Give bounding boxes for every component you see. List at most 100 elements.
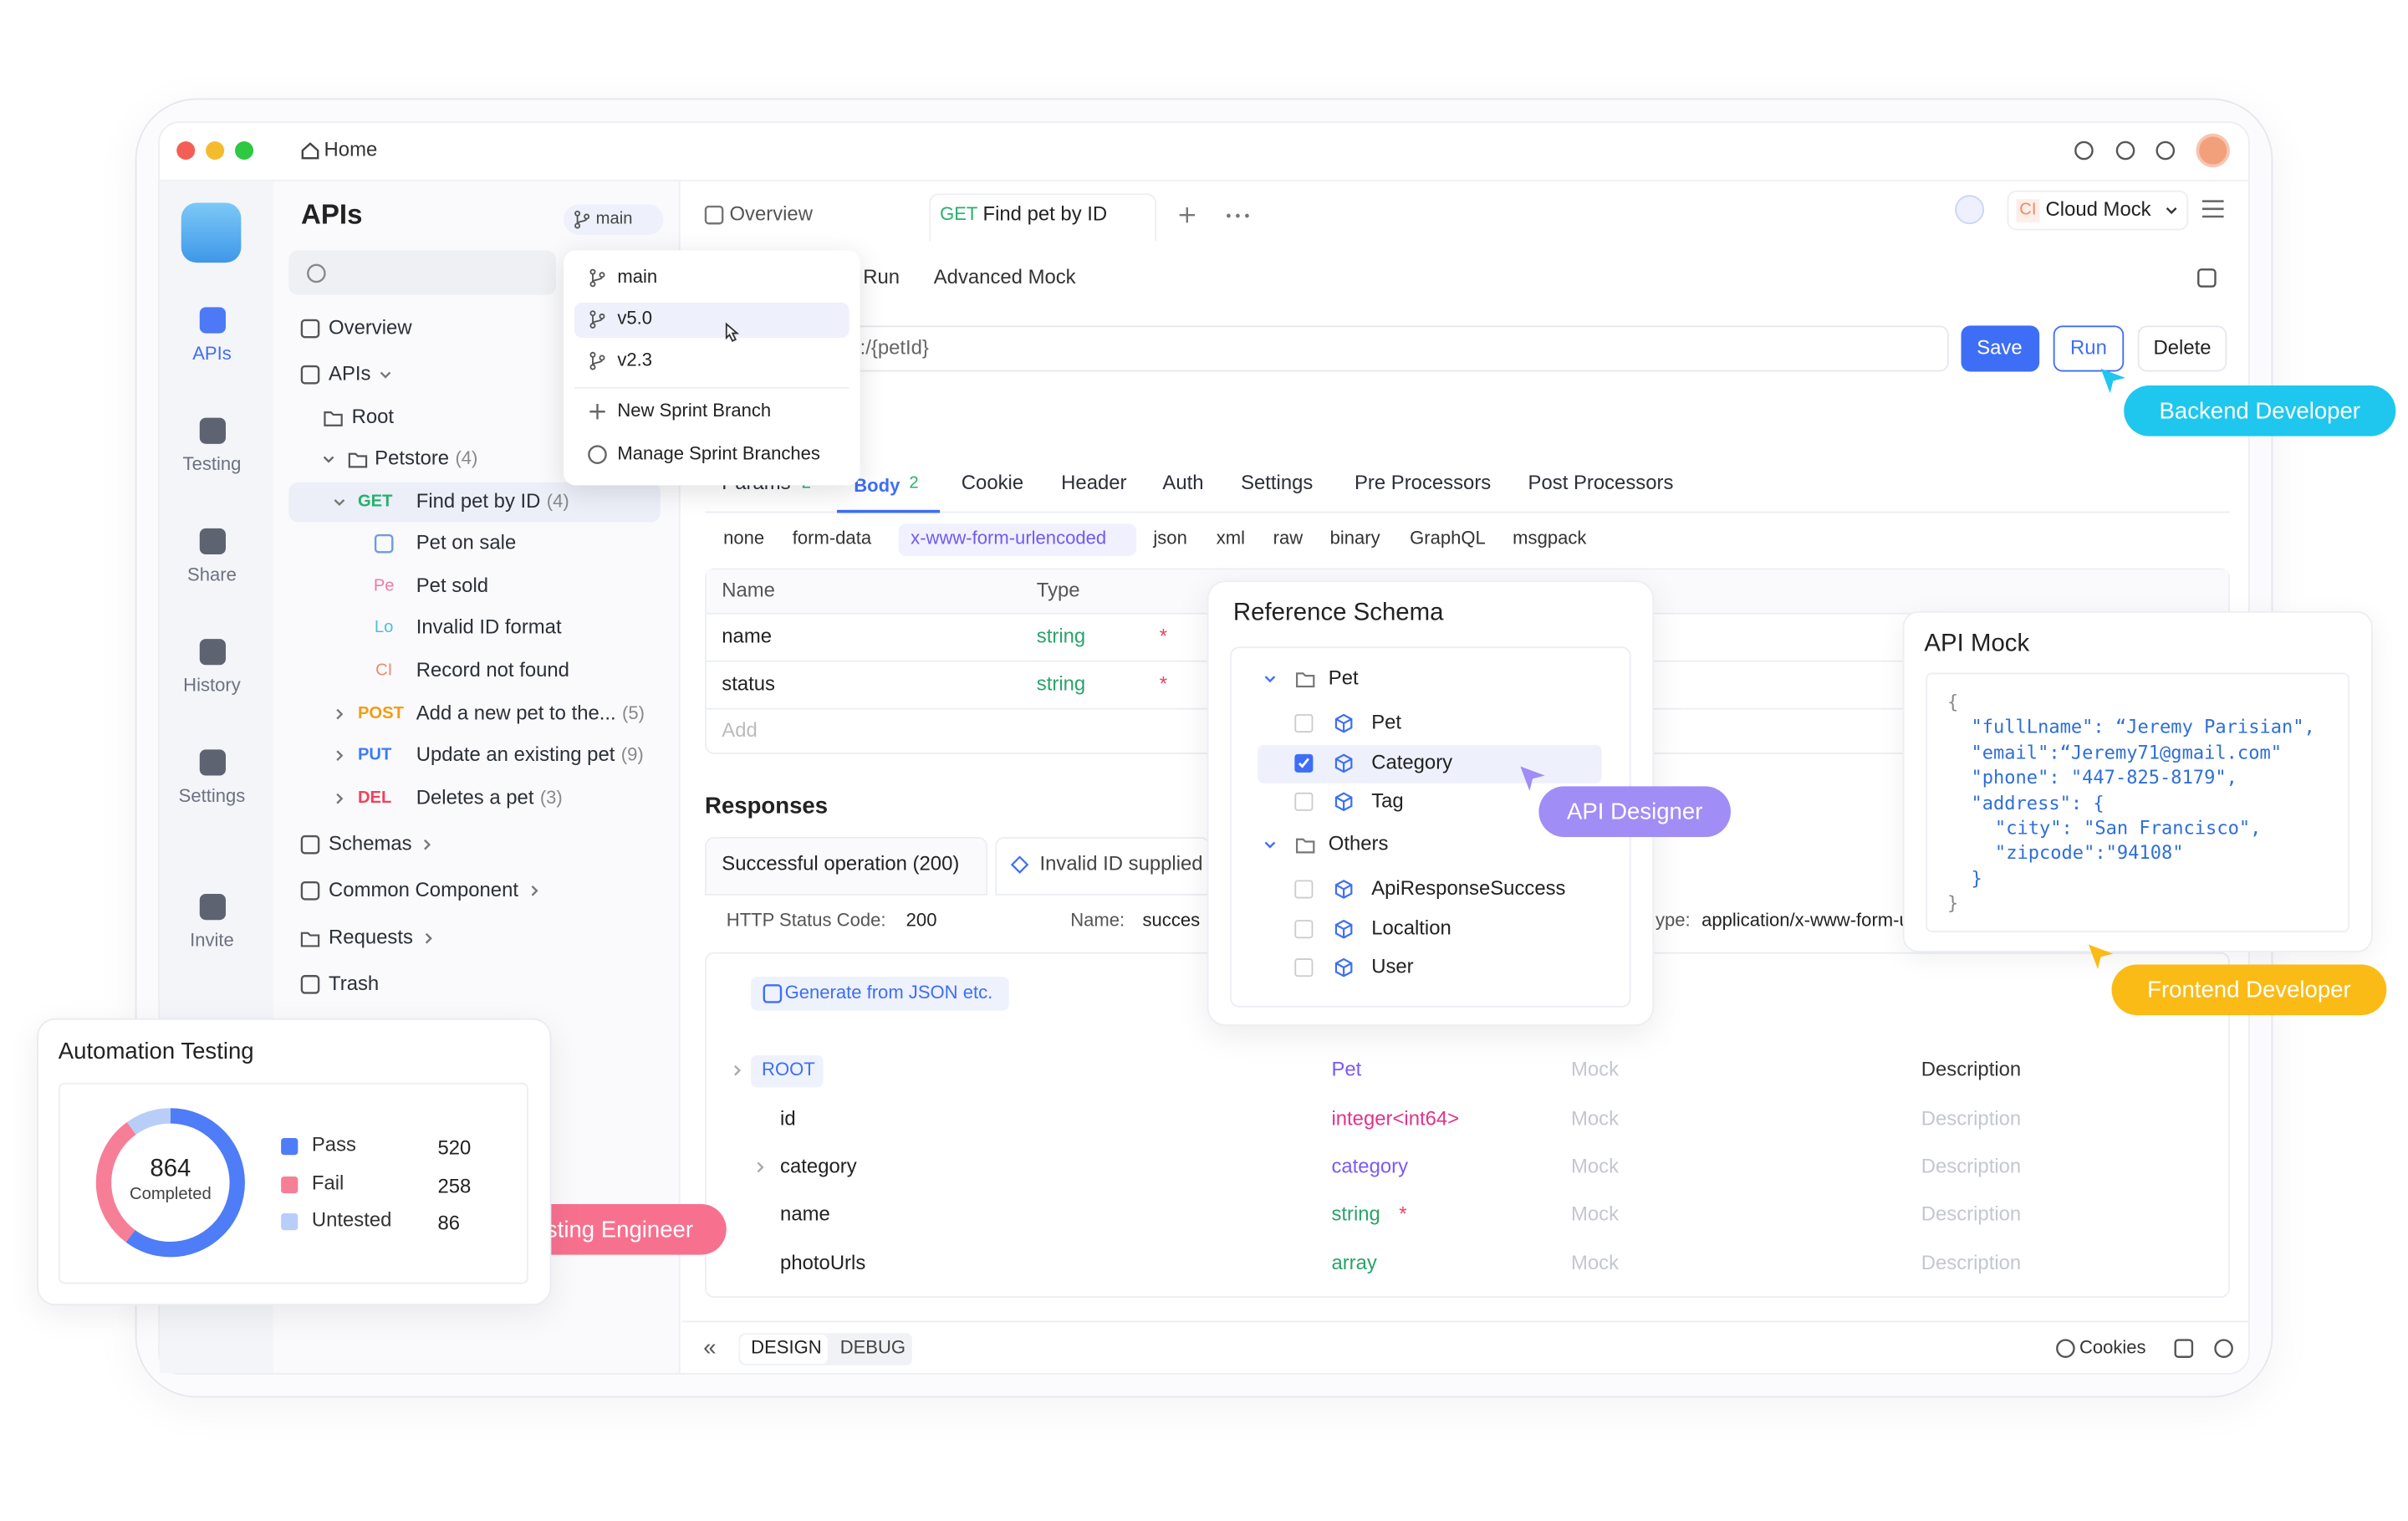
nav-icon[interactable] bbox=[199, 307, 227, 334]
add-row[interactable]: Add bbox=[722, 717, 758, 742]
mode[interactable]: DEBUG bbox=[839, 1336, 906, 1358]
legend-swatch bbox=[281, 1176, 298, 1193]
cookies[interactable]: Cookies bbox=[2079, 1336, 2146, 1358]
schema-item[interactable]: ApiResponseSuccess bbox=[1371, 875, 1566, 900]
param-name: name bbox=[722, 624, 773, 648]
tree-item[interactable]: Pet on sale bbox=[416, 530, 517, 554]
search-box[interactable] bbox=[288, 250, 556, 295]
tree-item[interactable]: Find pet by ID bbox=[416, 489, 541, 513]
body-type[interactable]: none bbox=[723, 527, 765, 549]
nav-icon[interactable] bbox=[199, 417, 227, 444]
nav-icon[interactable] bbox=[199, 893, 227, 921]
subtab[interactable]: Run bbox=[863, 264, 900, 288]
checkbox[interactable] bbox=[1294, 919, 1314, 938]
branch-option[interactable]: v2.3 bbox=[617, 349, 653, 370]
checkbox[interactable] bbox=[1294, 792, 1314, 811]
schema-item[interactable]: Pet bbox=[1371, 710, 1402, 734]
checkbox[interactable] bbox=[1294, 958, 1314, 977]
param-tab[interactable]: Post Processors bbox=[1528, 471, 1674, 494]
param-tab[interactable]: Settings bbox=[1241, 471, 1314, 494]
delete-button[interactable] bbox=[2137, 325, 2227, 372]
tree-item[interactable]: Petstore bbox=[375, 446, 450, 470]
collapse[interactable]: « bbox=[703, 1335, 717, 1362]
schema-item[interactable]: Category bbox=[1371, 749, 1453, 773]
item-count: (9) bbox=[620, 743, 644, 765]
branch-pill[interactable] bbox=[564, 204, 664, 236]
case-badge: Lo bbox=[374, 618, 394, 637]
schema-item[interactable]: Localtion bbox=[1371, 915, 1451, 939]
param-name: status bbox=[722, 671, 775, 696]
field-value: 200 bbox=[906, 909, 937, 931]
active-tab[interactable] bbox=[929, 193, 1157, 242]
param-tab[interactable]: Pre Processors bbox=[1354, 471, 1492, 494]
icon bbox=[763, 984, 783, 1003]
checkbox[interactable] bbox=[1294, 880, 1314, 899]
menu-action[interactable]: New Sprint Branch bbox=[617, 399, 772, 421]
nav-label[interactable]: APIs bbox=[192, 342, 232, 365]
donut-total: 864 bbox=[150, 1156, 191, 1182]
body-type[interactable]: form-data bbox=[792, 527, 872, 549]
tree-item[interactable]: Invalid ID format bbox=[416, 615, 562, 639]
nav-icon[interactable] bbox=[199, 749, 227, 776]
param-tab[interactable]: Auth bbox=[1162, 471, 1204, 494]
branch-option[interactable]: v5.0 bbox=[617, 307, 653, 329]
nav-label[interactable]: Testing bbox=[182, 453, 242, 475]
nav-icon[interactable] bbox=[199, 528, 227, 555]
tree-item[interactable]: Deletes a pet bbox=[416, 785, 534, 809]
menu-action[interactable]: Manage Sprint Branches bbox=[617, 442, 820, 464]
nav-label[interactable]: Settings bbox=[178, 784, 246, 807]
icon bbox=[574, 210, 590, 229]
param-tab[interactable]: Cookie bbox=[961, 471, 1024, 494]
mode[interactable]: DESIGN bbox=[751, 1336, 822, 1358]
tab[interactable]: Overview bbox=[729, 202, 813, 226]
icon bbox=[589, 310, 605, 329]
body-type[interactable]: msgpack bbox=[1513, 527, 1587, 549]
checkbox[interactable] bbox=[1294, 714, 1314, 733]
body-type[interactable]: xml bbox=[1216, 527, 1245, 549]
branch-option[interactable]: main bbox=[617, 265, 658, 288]
body-type[interactable]: x-www-form-urlencoded bbox=[911, 527, 1107, 549]
button-label: Delete bbox=[2153, 335, 2212, 359]
tree-item[interactable]: Overview bbox=[329, 315, 412, 339]
nav-label[interactable]: Share bbox=[187, 564, 237, 585]
api-mock bbox=[1902, 611, 2373, 952]
tree-item[interactable]: Pet sold bbox=[416, 574, 489, 597]
tree-item[interactable]: Schemas bbox=[329, 831, 412, 855]
cursor bbox=[2088, 944, 2114, 969]
tree-item[interactable]: APIs bbox=[329, 361, 371, 385]
group-name: Pet bbox=[1328, 666, 1359, 689]
tree-item[interactable]: Trash bbox=[329, 971, 380, 995]
http-method: POST bbox=[357, 704, 404, 723]
icon bbox=[530, 885, 538, 896]
icon bbox=[324, 411, 343, 426]
item-count: (3) bbox=[539, 786, 563, 809]
nav-label[interactable]: Invite bbox=[190, 929, 234, 952]
response-tab[interactable] bbox=[705, 837, 988, 896]
body-type[interactable]: json bbox=[1153, 527, 1187, 549]
run-button[interactable] bbox=[2053, 325, 2125, 372]
subtab[interactable]: Advanced Mock bbox=[933, 264, 1076, 288]
body-type[interactable]: binary bbox=[1329, 527, 1380, 549]
param-tab[interactable]: Body bbox=[854, 474, 900, 497]
generate-button[interactable] bbox=[751, 977, 1009, 1011]
save-button[interactable] bbox=[1961, 325, 2040, 372]
tree-item[interactable]: Requests bbox=[329, 925, 413, 949]
field-label: ype: bbox=[1656, 909, 1691, 931]
schema-item[interactable]: User bbox=[1371, 954, 1414, 978]
nav-label[interactable]: History bbox=[183, 674, 241, 697]
tree-item[interactable]: Common Component bbox=[329, 877, 519, 901]
home-link[interactable]: Home bbox=[324, 137, 378, 161]
tree-item[interactable]: Update an existing pet bbox=[416, 743, 615, 766]
param-tab[interactable]: Header bbox=[1061, 471, 1127, 494]
nav-icon[interactable] bbox=[199, 639, 227, 666]
popup-title: Reference Schema bbox=[1232, 600, 1444, 627]
body-type[interactable]: GraphQL bbox=[1410, 527, 1486, 549]
tree-item[interactable]: Record not found bbox=[416, 658, 569, 681]
tree-item[interactable]: Add a new pet to the... bbox=[416, 701, 616, 725]
body-type[interactable]: raw bbox=[1273, 527, 1303, 549]
url-input[interactable] bbox=[841, 325, 1949, 372]
column-header: Name bbox=[722, 578, 775, 602]
donut-segment bbox=[95, 1108, 245, 1258]
schema-item[interactable]: Tag bbox=[1371, 789, 1404, 812]
tree-item[interactable]: Root bbox=[351, 405, 395, 428]
